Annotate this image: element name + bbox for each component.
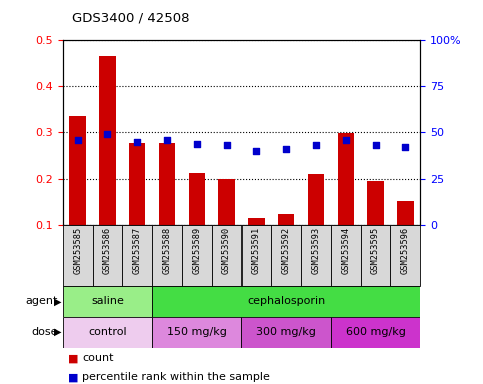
Text: GSM253588: GSM253588 [163, 227, 171, 274]
Text: ■: ■ [68, 372, 78, 382]
Bar [308, 174, 324, 225]
Bar [301, 225, 331, 286]
Bar [63, 317, 152, 348]
Bar [278, 214, 294, 225]
Text: GSM253592: GSM253592 [282, 227, 291, 274]
Bar [331, 225, 361, 286]
Bar [242, 225, 271, 286]
Bar [152, 317, 242, 348]
Text: GSM253589: GSM253589 [192, 227, 201, 274]
Bar [242, 317, 331, 348]
Bar [152, 225, 182, 286]
Point [253, 148, 260, 154]
Bar [218, 179, 235, 225]
Point [133, 139, 141, 145]
Point [372, 142, 380, 149]
Point [282, 146, 290, 152]
Bar [397, 201, 413, 225]
Text: GSM253585: GSM253585 [73, 227, 82, 274]
Bar [99, 56, 115, 225]
Point [312, 142, 320, 149]
Text: GSM253595: GSM253595 [371, 227, 380, 274]
Text: GSM253594: GSM253594 [341, 227, 350, 274]
Point [193, 141, 201, 147]
Text: ▶: ▶ [54, 327, 61, 337]
Text: GSM253590: GSM253590 [222, 227, 231, 274]
Bar [331, 317, 420, 348]
Bar [152, 286, 420, 317]
Bar [390, 225, 420, 286]
Bar [182, 225, 212, 286]
Text: GSM253593: GSM253593 [312, 227, 320, 274]
Bar [70, 116, 86, 225]
Text: 600 mg/kg: 600 mg/kg [346, 327, 405, 337]
Text: dose: dose [31, 327, 58, 337]
Bar [338, 133, 354, 225]
Text: count: count [82, 353, 114, 363]
Bar [159, 142, 175, 225]
Text: 300 mg/kg: 300 mg/kg [256, 327, 316, 337]
Bar [129, 142, 145, 225]
Bar [212, 225, 242, 286]
Text: GSM253587: GSM253587 [133, 227, 142, 274]
Text: saline: saline [91, 296, 124, 306]
Text: cephalosporin: cephalosporin [247, 296, 326, 306]
Bar [189, 173, 205, 225]
Text: control: control [88, 327, 127, 337]
Text: ▶: ▶ [54, 296, 61, 306]
Point [223, 142, 230, 149]
Bar [361, 225, 390, 286]
Text: 150 mg/kg: 150 mg/kg [167, 327, 227, 337]
Text: GSM253596: GSM253596 [401, 227, 410, 274]
Text: GSM253591: GSM253591 [252, 227, 261, 274]
Point [342, 137, 350, 143]
Text: percentile rank within the sample: percentile rank within the sample [82, 372, 270, 382]
Bar [122, 225, 152, 286]
Bar [93, 225, 122, 286]
Bar [63, 286, 152, 317]
Text: agent: agent [26, 296, 58, 306]
Point [104, 131, 112, 137]
Bar [248, 218, 265, 225]
Text: GSM253586: GSM253586 [103, 227, 112, 274]
Bar [63, 225, 93, 286]
Point [401, 144, 409, 150]
Text: GDS3400 / 42508: GDS3400 / 42508 [72, 12, 190, 25]
Point [74, 137, 82, 143]
Bar [368, 181, 384, 225]
Point [163, 137, 171, 143]
Bar [271, 225, 301, 286]
Text: ■: ■ [68, 353, 78, 363]
